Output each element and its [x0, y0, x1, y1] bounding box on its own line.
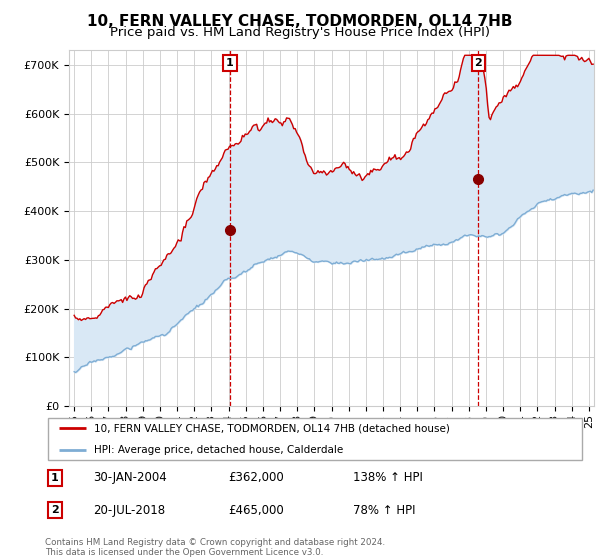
Text: 10, FERN VALLEY CHASE, TODMORDEN, OL14 7HB: 10, FERN VALLEY CHASE, TODMORDEN, OL14 7… [87, 14, 513, 29]
Text: 138% ↑ HPI: 138% ↑ HPI [353, 471, 422, 484]
Text: 2: 2 [475, 58, 482, 68]
Text: 2: 2 [51, 505, 59, 515]
Text: £465,000: £465,000 [229, 504, 284, 517]
Text: 30-JAN-2004: 30-JAN-2004 [94, 471, 167, 484]
Text: HPI: Average price, detached house, Calderdale: HPI: Average price, detached house, Cald… [94, 445, 343, 455]
Text: 20-JUL-2018: 20-JUL-2018 [94, 504, 166, 517]
Text: 1: 1 [226, 58, 234, 68]
Text: Contains HM Land Registry data © Crown copyright and database right 2024.
This d: Contains HM Land Registry data © Crown c… [45, 538, 385, 557]
Text: £362,000: £362,000 [229, 471, 284, 484]
Text: 10, FERN VALLEY CHASE, TODMORDEN, OL14 7HB (detached house): 10, FERN VALLEY CHASE, TODMORDEN, OL14 7… [94, 423, 449, 433]
FancyBboxPatch shape [48, 418, 582, 460]
Text: Price paid vs. HM Land Registry's House Price Index (HPI): Price paid vs. HM Land Registry's House … [110, 26, 490, 39]
Text: 1: 1 [51, 473, 59, 483]
Text: 78% ↑ HPI: 78% ↑ HPI [353, 504, 415, 517]
